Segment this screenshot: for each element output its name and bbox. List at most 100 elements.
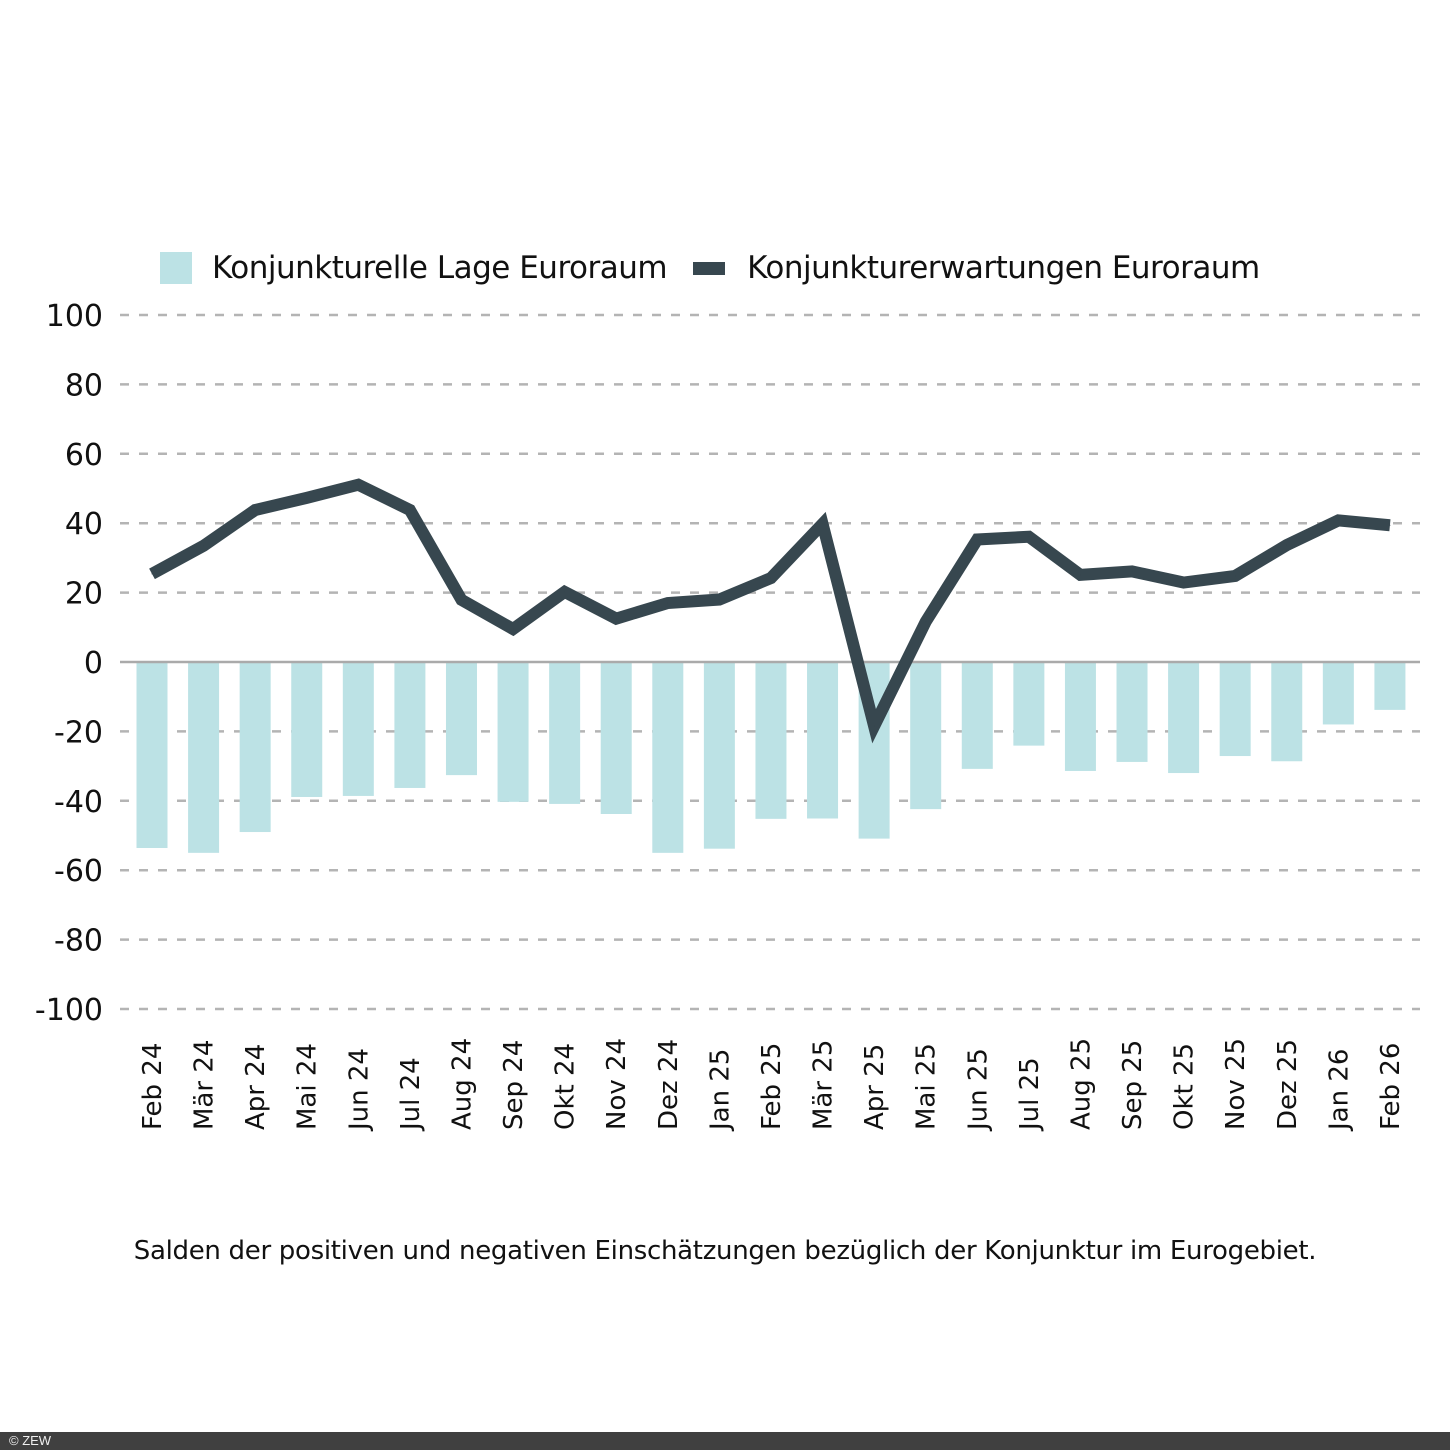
bar: [755, 662, 787, 819]
bar: [342, 662, 374, 796]
bar: [291, 662, 323, 797]
bar: [1116, 662, 1148, 762]
bar: [1271, 662, 1303, 762]
bar: [497, 662, 529, 802]
legend-item-line: Konjunkturerwartungen Euroraum: [693, 250, 1260, 286]
line-point: [1183, 582, 1185, 584]
line-point: [1079, 574, 1081, 576]
bar: [549, 662, 581, 804]
line-point: [1234, 575, 1236, 577]
bar: [910, 662, 942, 810]
legend: Konjunkturelle Lage Euroraum Konjunkture…: [160, 250, 1286, 286]
line-point: [512, 628, 514, 630]
line-point: [151, 573, 153, 575]
x-tick-label: Jul 25: [1015, 1057, 1045, 1132]
bar: [600, 662, 632, 814]
x-tick-label: Nov 25: [1221, 1038, 1251, 1130]
x-tick-label: Mai 24: [293, 1043, 323, 1130]
y-tick-label: 20: [65, 577, 103, 612]
x-tick-label: Nov 24: [602, 1038, 632, 1130]
footer-bar: © ZEW: [0, 1432, 1450, 1450]
y-tick-label: -60: [54, 854, 103, 889]
y-tick-label: -80: [54, 924, 103, 959]
line-point: [1286, 544, 1288, 546]
line-point: [564, 591, 566, 593]
bar: [394, 662, 426, 788]
x-axis-ticks: Feb 24 Mär 24 Apr 24 Mai 24 Jun 24 Jul 24 Aug …: [138, 1038, 1406, 1132]
line-point: [667, 602, 669, 604]
x-tick-label: Sep 24: [499, 1040, 529, 1130]
copyright-text: © ZEW: [9, 1433, 52, 1448]
line-series: [149, 478, 1391, 744]
x-tick-label: Aug 24: [447, 1038, 477, 1130]
x-tick-label: Jul 24: [396, 1057, 426, 1132]
line-point: [1389, 524, 1391, 526]
x-tick-label: Jan 26: [1324, 1049, 1354, 1132]
line-point: [460, 599, 462, 601]
legend-swatch-bar-icon: [160, 252, 192, 284]
legend-label-bar: Konjunkturelle Lage Euroraum: [212, 250, 668, 286]
line-point: [1131, 570, 1133, 572]
line-point: [770, 577, 772, 579]
legend-label-line: Konjunkturerwartungen Euroraum: [747, 250, 1260, 286]
bar: [1374, 662, 1406, 710]
y-tick-label: 100: [46, 299, 103, 334]
x-tick-label: Jun 25: [963, 1048, 993, 1132]
x-tick-label: Okt 24: [551, 1043, 581, 1130]
x-tick-label: Aug 25: [1066, 1038, 1096, 1130]
y-tick-label: -20: [54, 715, 103, 750]
x-tick-label: Apr 24: [241, 1044, 271, 1130]
bar: [703, 662, 735, 849]
x-tick-label: Feb 24: [138, 1043, 168, 1130]
legend-swatch-line-icon: [693, 261, 726, 275]
bar: [1064, 662, 1096, 771]
x-tick-label: Mär 24: [190, 1040, 220, 1130]
line-point: [822, 523, 824, 525]
x-tick-label: Dez 25: [1273, 1039, 1303, 1130]
bar: [445, 662, 477, 776]
y-tick-label: 60: [65, 438, 103, 473]
line-point: [1337, 519, 1339, 521]
line-point: [873, 725, 875, 727]
line-point: [1028, 536, 1030, 538]
bar: [652, 662, 684, 853]
y-tick-label: -100: [35, 993, 103, 1028]
y-tick-label: 40: [65, 507, 103, 542]
y-tick-label: 80: [65, 368, 103, 403]
bar: [1168, 662, 1200, 774]
line-point: [306, 497, 308, 499]
bar: [1219, 662, 1251, 757]
line-point: [357, 484, 359, 486]
line-point: [203, 545, 205, 547]
x-tick-label: Mai 25: [912, 1043, 942, 1130]
y-axis-ticks: 100 80 60 40 20 0 -20 -40 -60 -80 -100: [35, 299, 103, 1028]
chart-caption: Salden der positiven und negativen Einsc…: [133, 1236, 1317, 1266]
bar: [807, 662, 839, 819]
x-tick-label: Sep 25: [1118, 1040, 1148, 1130]
x-tick-label: Okt 25: [1170, 1043, 1200, 1130]
x-tick-label: Jun 24: [344, 1048, 374, 1132]
x-tick-label: Dez 24: [654, 1039, 684, 1130]
x-tick-label: Jan 25: [705, 1049, 735, 1132]
y-tick-label: 0: [84, 646, 103, 681]
bar: [239, 662, 271, 833]
legend-item-bar: Konjunkturelle Lage Euroraum: [160, 250, 668, 286]
x-tick-label: Mär 25: [809, 1040, 839, 1130]
y-tick-label: -40: [54, 785, 103, 820]
line-point: [254, 509, 256, 511]
bar: [961, 662, 993, 769]
line-point: [976, 539, 978, 541]
bar: [188, 662, 220, 853]
line-point: [409, 509, 411, 511]
line-point: [925, 621, 927, 623]
line-point: [615, 618, 617, 620]
bar: [136, 662, 168, 848]
x-tick-label: Feb 25: [757, 1043, 787, 1130]
bar-series: [136, 662, 1406, 853]
x-tick-label: Feb 26: [1376, 1043, 1406, 1130]
bar: [1013, 662, 1045, 746]
x-tick-label: Apr 25: [860, 1044, 890, 1130]
line-point: [718, 599, 720, 601]
bar: [1322, 662, 1354, 725]
